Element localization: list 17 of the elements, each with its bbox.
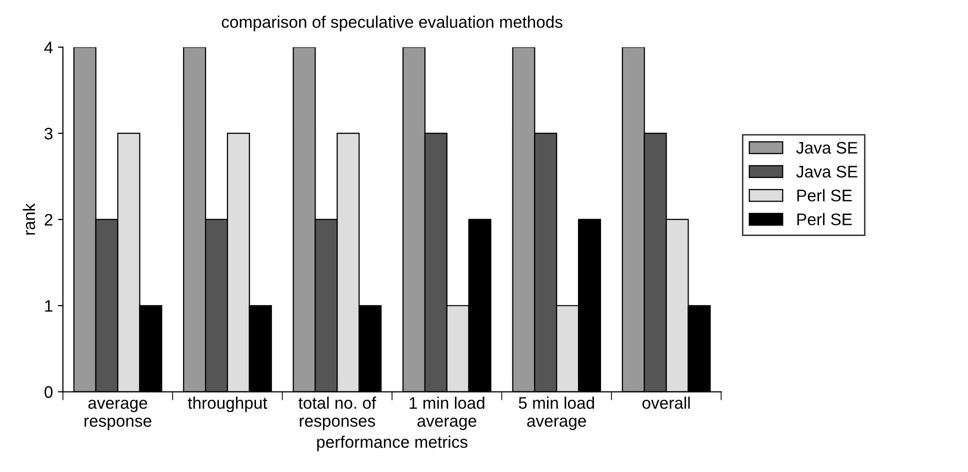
chart-title: comparison of speculative evaluation methods <box>222 16 562 32</box>
legend-label: Perl SE <box>797 189 852 202</box>
y-axis-title: rank <box>22 203 36 235</box>
legend-label: Perl SE <box>797 213 852 226</box>
y-tick-label: 4 <box>44 42 53 54</box>
x-tick-label: overall <box>642 396 690 409</box>
y-tick-label: 3 <box>44 128 52 140</box>
y-tick-label: 2 <box>44 214 52 226</box>
x-tick-label: 1 min load average <box>410 396 484 430</box>
x-tick-label: throughput <box>188 396 268 412</box>
legend-label: Java SE <box>796 142 858 154</box>
legend-label: Java SE <box>796 166 858 178</box>
x-axis-title: performance metrics <box>317 436 468 452</box>
y-tick-label: 1 <box>45 300 52 312</box>
y-tick-label: 0 <box>44 386 53 398</box>
x-tick-label: 5 min load average <box>518 396 594 430</box>
x-tick-label: average response <box>84 400 152 430</box>
